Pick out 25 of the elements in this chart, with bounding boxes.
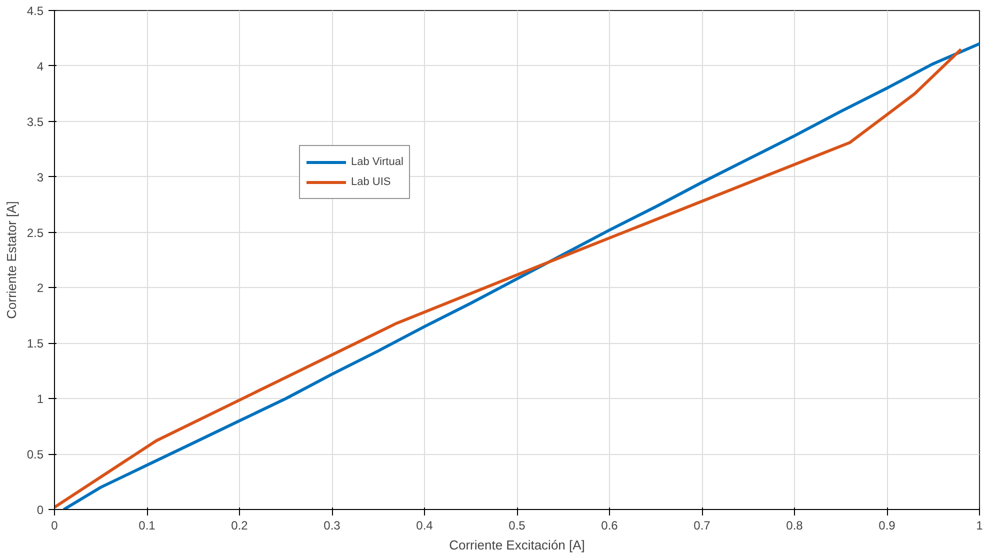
y-tick-label: 4 [36,59,44,74]
x-tick-label: 0 [51,518,58,532]
y-tick-label: 3.5 [26,114,44,129]
x-tick-label: 0.9 [878,518,896,532]
y-tick-label: 3 [36,170,44,184]
x-tick-label: 0.3 [324,518,341,532]
x-tick-label: 0.6 [601,518,618,532]
y-tick-label: 4.5 [26,4,44,18]
legend-label: Lab Virtual [351,156,404,168]
y-tick-label: 0 [36,503,44,517]
x-tick-label: 0.4 [416,518,434,532]
x-tick-label: 0.2 [231,518,248,532]
x-tick-label: 1 [976,518,984,532]
y-tick-label: 0.5 [26,448,44,462]
x-tick-label: 0.5 [508,518,526,532]
x-tick-label: 0.8 [786,518,804,532]
x-tick-label: 0.1 [138,518,156,532]
x-tick-label: 0.7 [694,518,711,532]
y-tick-label: 1 [36,392,44,406]
y-tick-label: 2 [36,281,44,296]
y-tick-label: 1.5 [26,336,44,351]
y-tick-label: 2.5 [26,226,44,240]
y-axis-title: Corriente Estator [A] [4,201,19,319]
x-axis-title: Corriente Excitación [A] [449,538,585,552]
legend-label: Lab UIS [351,176,391,188]
